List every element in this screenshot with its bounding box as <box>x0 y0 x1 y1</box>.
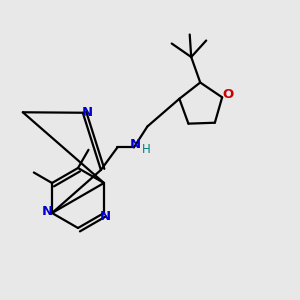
Text: H: H <box>142 143 151 156</box>
Text: O: O <box>222 88 233 101</box>
Text: N: N <box>82 106 93 119</box>
Text: N: N <box>130 138 141 151</box>
Text: N: N <box>100 210 111 223</box>
Text: N: N <box>42 205 53 218</box>
